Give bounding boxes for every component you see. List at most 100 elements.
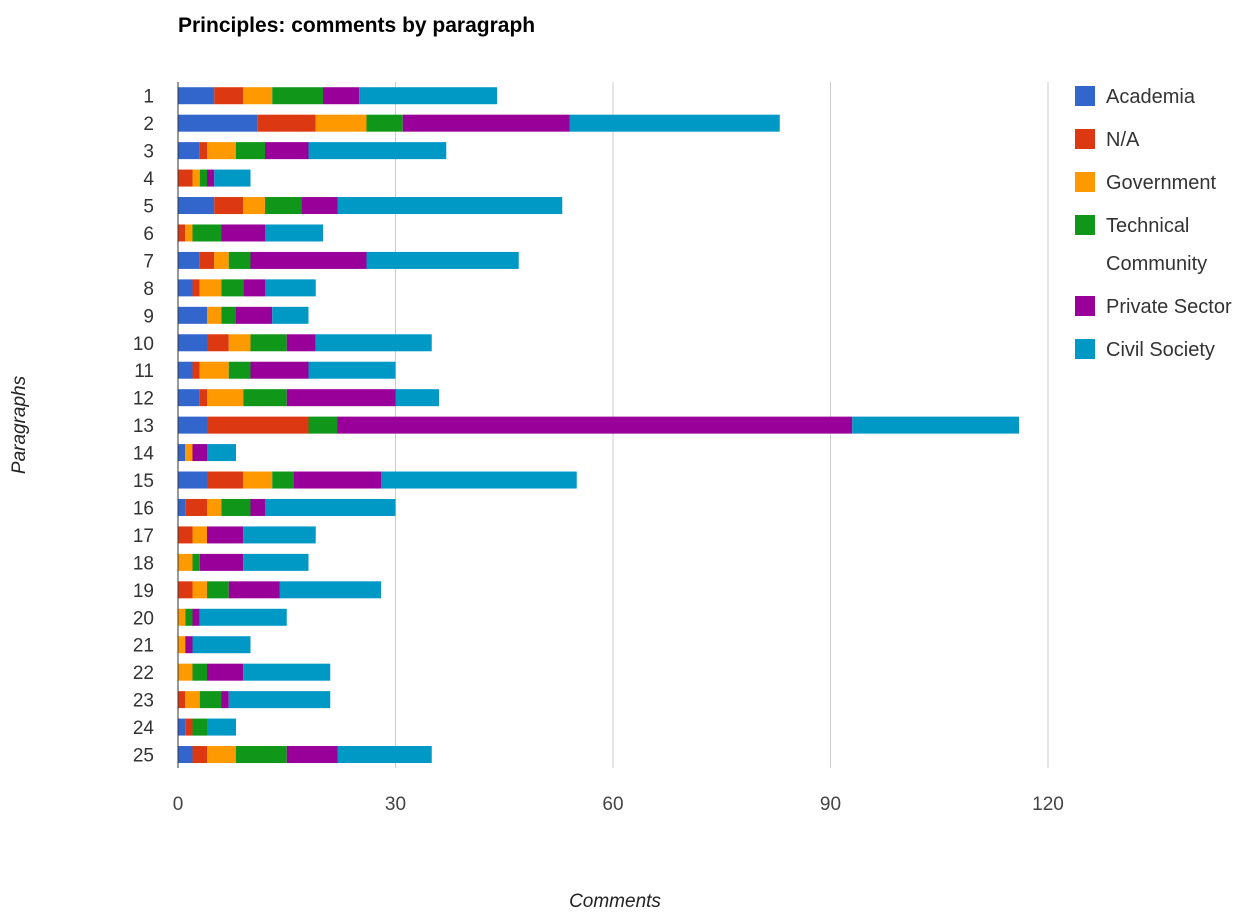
bar-segment (236, 306, 273, 324)
bar-segment (192, 444, 207, 462)
bar-segment (207, 416, 309, 434)
bar-segment (381, 471, 577, 489)
bars (178, 87, 1019, 764)
bar-segment (185, 691, 200, 709)
y-tick-label: 7 (143, 251, 154, 272)
bar-segment (199, 279, 222, 297)
legend-swatch (1075, 172, 1095, 192)
bar-segment (250, 251, 367, 269)
bar-segment (366, 251, 519, 269)
legend-label: Private Sector (1106, 296, 1232, 318)
bar-segment (178, 87, 215, 105)
bar-segment (178, 334, 207, 352)
bar-segment (569, 114, 780, 132)
bar-segment (178, 114, 258, 132)
bar-segment (243, 471, 273, 489)
bar-segment (337, 197, 563, 215)
legend-label: Academia (1106, 86, 1196, 108)
y-tick-labels: 1234567891011121314151617181920212223242… (133, 87, 155, 767)
bar-segment (199, 389, 207, 407)
bar-segment (243, 87, 273, 105)
bar-segment (221, 691, 229, 709)
bar-segment (178, 169, 193, 187)
x-tick-label: 30 (385, 794, 406, 815)
legend: Academia N/A Government Technical Community P… (1075, 86, 1232, 361)
bar-segment (192, 581, 207, 599)
bar-segment (228, 251, 251, 269)
y-tick-label: 23 (133, 691, 154, 712)
legend-swatch (1075, 86, 1095, 106)
bar-segment (207, 389, 244, 407)
y-tick-label: 8 (143, 279, 154, 300)
bar-segment (265, 197, 302, 215)
bar-segment (243, 389, 287, 407)
bar-segment (243, 553, 309, 571)
bar-segment (243, 197, 265, 215)
bar-segment (185, 444, 193, 462)
y-tick-label: 6 (143, 224, 154, 245)
bar-segment (315, 114, 367, 132)
y-tick-label: 3 (143, 142, 154, 163)
bar-segment (199, 608, 287, 626)
legend-label: Technical (1106, 215, 1189, 237)
bar-segment (207, 306, 222, 324)
bar-segment (199, 553, 244, 571)
x-tick-label: 0 (173, 794, 184, 815)
bar-segment (214, 197, 244, 215)
bar-segment (192, 636, 251, 654)
bar-segment (228, 581, 280, 599)
bar-segment (228, 334, 251, 352)
y-tick-label: 9 (143, 306, 154, 327)
y-tick-label: 10 (133, 334, 154, 355)
bar-segment (228, 361, 251, 379)
legend-label: Government (1106, 172, 1216, 194)
bar-segment (286, 746, 338, 764)
bar-segment (308, 361, 396, 379)
bar-segment (337, 416, 853, 434)
bar-segment (185, 498, 207, 516)
x-tick-label: 120 (1032, 794, 1064, 815)
bar-segment (178, 361, 193, 379)
bar-segment (178, 279, 193, 297)
bar-segment (192, 608, 200, 626)
bar-segment (178, 197, 215, 215)
bar-segment (366, 114, 403, 132)
bar-segment (221, 306, 236, 324)
bar-segment (286, 389, 396, 407)
bar-segment (178, 581, 193, 599)
bar-segment (214, 87, 244, 105)
bar-segment (178, 553, 193, 571)
bar-segment (257, 114, 316, 132)
y-tick-label: 24 (133, 718, 155, 739)
bar-segment (199, 251, 215, 269)
y-tick-label: 4 (143, 169, 154, 190)
bar-segment (236, 746, 287, 764)
y-tick-label: 15 (133, 471, 154, 492)
bar-segment (852, 416, 1019, 434)
legend-label: N/A (1106, 129, 1140, 151)
bar-segment (185, 718, 193, 736)
bar-segment (272, 471, 294, 489)
bar-segment (185, 636, 193, 654)
y-tick-label: 22 (133, 663, 154, 684)
bar-segment (178, 691, 186, 709)
legend-label: Civil Society (1106, 339, 1215, 361)
bar-segment (279, 581, 381, 599)
y-axis-label: Paragraphs (9, 375, 30, 474)
x-tick-label: 60 (602, 794, 623, 815)
bar-segment (294, 471, 381, 489)
bar-segment (286, 334, 316, 352)
bar-segment (207, 663, 244, 681)
y-tick-label: 5 (143, 197, 154, 218)
y-tick-label: 19 (133, 581, 154, 602)
legend-swatch (1075, 339, 1095, 359)
bar-segment (207, 169, 215, 187)
bar-segment (323, 87, 360, 105)
bar-segment (250, 361, 309, 379)
bar-segment (207, 718, 236, 736)
bar-segment (214, 169, 251, 187)
bar-segment (402, 114, 570, 132)
bar-segment (178, 746, 193, 764)
